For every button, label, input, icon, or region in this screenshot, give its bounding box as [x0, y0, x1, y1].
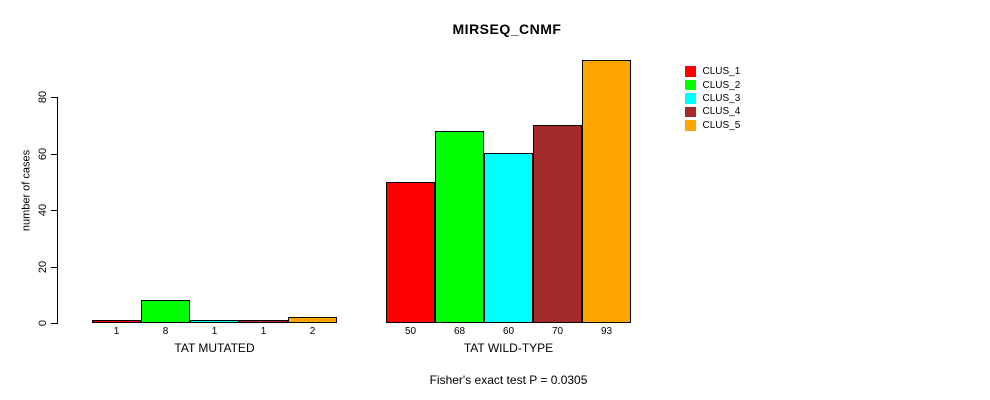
y-tick-label: 0 [37, 319, 49, 327]
group-label: TAT MUTATED [174, 341, 255, 355]
y-tick-mark [51, 210, 57, 211]
legend-label: CLUS_3 [702, 92, 741, 104]
bar [484, 153, 533, 323]
legend-item: CLUS_1 [685, 65, 740, 78]
legend-swatch-clus_2 [685, 79, 696, 91]
footer-note: Fisher's exact test P = 0.0305 [429, 373, 588, 387]
y-tick-label: 60 [37, 147, 49, 161]
bar-value-label: 1 [113, 326, 120, 337]
bar-value-label: 8 [162, 326, 169, 337]
bar-value-label: 70 [551, 326, 564, 337]
legend-swatch-clus_3 [685, 93, 696, 104]
chart-title: MIRSEQ_CNMF [452, 21, 562, 37]
bar-value-label: 1 [260, 326, 267, 337]
legend-item: CLUS_2 [685, 78, 740, 91]
bar-value-label: 93 [600, 326, 613, 337]
group-label: TAT WILD-TYPE [463, 341, 554, 355]
legend: CLUS_1 CLUS_2 CLUS_3 CLUS_4 CLUS_5 [685, 65, 740, 132]
legend-swatch-clus_4 [685, 106, 696, 118]
legend-label: CLUS_4 [702, 106, 741, 118]
bar [386, 182, 435, 323]
bar [533, 125, 582, 323]
y-tick-mark [51, 154, 57, 155]
bar [92, 320, 141, 323]
legend-item: CLUS_4 [685, 105, 740, 118]
bar-value-label: 2 [309, 326, 316, 337]
legend-swatch-clus_1 [685, 66, 696, 77]
bar [239, 320, 288, 323]
y-axis-line [57, 97, 58, 324]
y-axis-label: number of cases [20, 149, 33, 232]
y-tick-label: 40 [37, 203, 49, 217]
legend-swatch-clus_5 [685, 120, 696, 131]
bar [190, 320, 239, 323]
y-tick-label: 80 [37, 90, 49, 104]
y-tick-label: 20 [37, 260, 49, 274]
y-tick-mark [51, 97, 57, 98]
bar-value-label: 68 [453, 326, 466, 337]
bar [582, 60, 631, 323]
bar [141, 300, 190, 323]
bar [435, 131, 484, 323]
bar-value-label: 1 [211, 326, 218, 337]
legend-label: CLUS_5 [702, 119, 741, 131]
y-tick-mark [51, 267, 57, 268]
bar-value-label: 50 [404, 326, 417, 337]
legend-item: CLUS_5 [685, 119, 740, 132]
legend-label: CLUS_1 [702, 66, 741, 78]
bar-value-label: 60 [502, 326, 515, 337]
y-tick-mark [51, 323, 57, 324]
legend-label: CLUS_2 [702, 79, 741, 91]
bar [288, 317, 337, 323]
legend-item: CLUS_3 [685, 92, 740, 105]
